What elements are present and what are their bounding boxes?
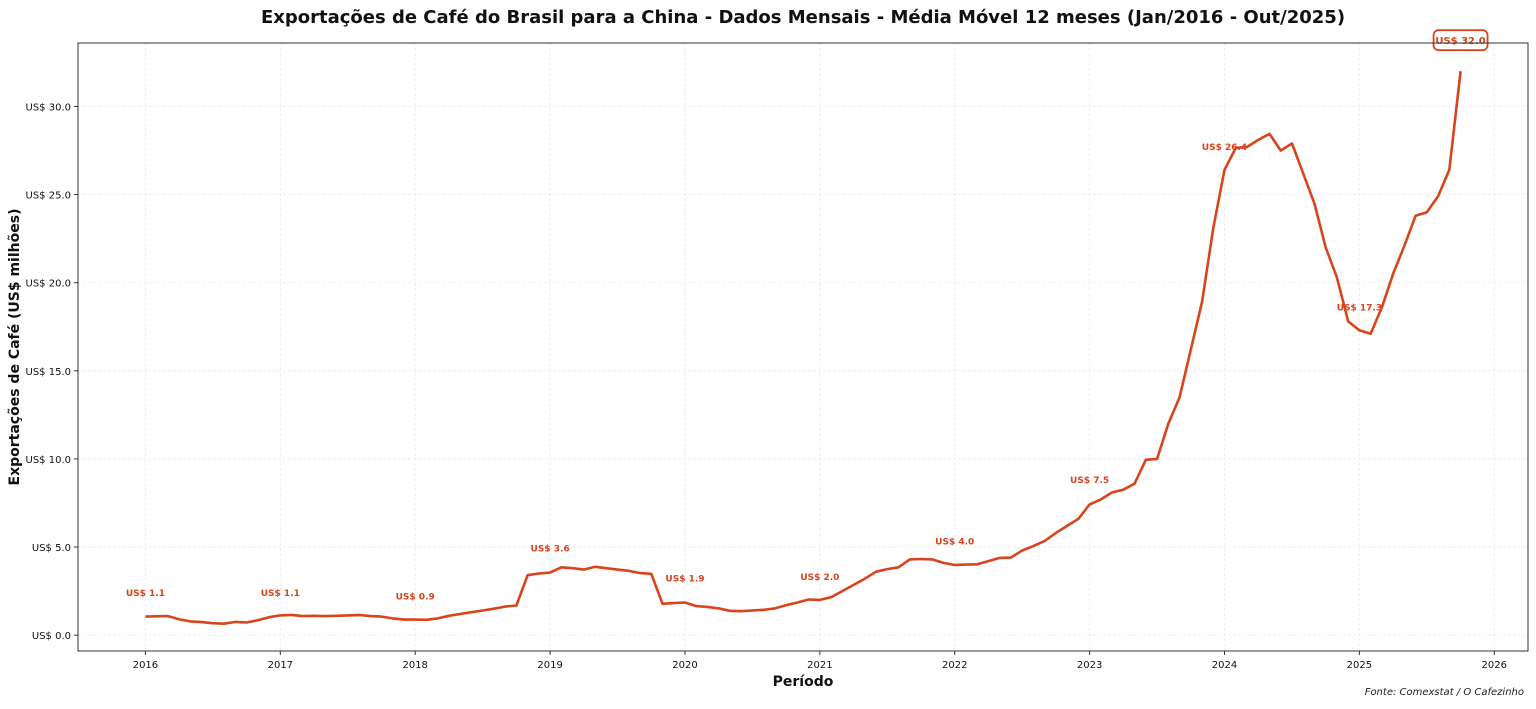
x-axis-label: Período <box>773 674 834 690</box>
annotation-label: US$ 1.1 <box>261 589 300 599</box>
annotation-label: US$ 4.0 <box>935 538 974 548</box>
y-tick-label: US$ 0.0 <box>32 631 71 642</box>
x-tick-label: 2025 <box>1347 660 1372 671</box>
y-tick-label: US$ 10.0 <box>26 455 71 466</box>
x-tick-label: 2019 <box>537 660 562 671</box>
y-tick-label: US$ 20.0 <box>26 279 71 290</box>
annotation-box <box>1432 29 1489 52</box>
x-tick-label: 2017 <box>268 660 293 671</box>
x-tick-label: 2024 <box>1212 660 1237 671</box>
annotation-label: US$ 17.3 <box>1337 303 1382 313</box>
annotation-label: US$ 3.6 <box>531 545 570 555</box>
x-tick-label: 2016 <box>133 660 158 671</box>
y-tick-label: US$ 15.0 <box>26 367 71 378</box>
plot-frame <box>77 42 1529 652</box>
chart-title: Exportações de Café do Brasil para a Chi… <box>261 7 1345 28</box>
annotation-label: US$ 0.9 <box>396 592 435 602</box>
source-note: Fonte: Comexstat / O Cafezinho <box>1365 687 1524 698</box>
annotation-label: US$ 1.9 <box>665 575 704 585</box>
x-tick-label: 2020 <box>672 660 697 671</box>
x-tick-label: 2026 <box>1482 660 1507 671</box>
annotation-label: US$ 26.4 <box>1202 143 1247 153</box>
y-tick-label: US$ 5.0 <box>32 543 71 554</box>
series-line <box>145 71 1462 626</box>
x-tick-label: 2018 <box>402 660 427 671</box>
y-axis-label: Exportações de Café (US$ milhões) <box>7 209 23 486</box>
x-tick-label: 2022 <box>942 660 967 671</box>
x-tick-label: 2021 <box>807 660 832 671</box>
y-tick-label: US$ 25.0 <box>26 191 71 202</box>
annotation-label: US$ 7.5 <box>1070 476 1109 486</box>
x-tick-label: 2023 <box>1077 660 1102 671</box>
y-tick-label: US$ 30.0 <box>26 102 71 113</box>
annotation-label: US$ 2.0 <box>800 573 839 583</box>
annotation-label: US$ 1.1 <box>126 589 165 599</box>
annotation-label: US$ 32.0 <box>1435 36 1485 47</box>
